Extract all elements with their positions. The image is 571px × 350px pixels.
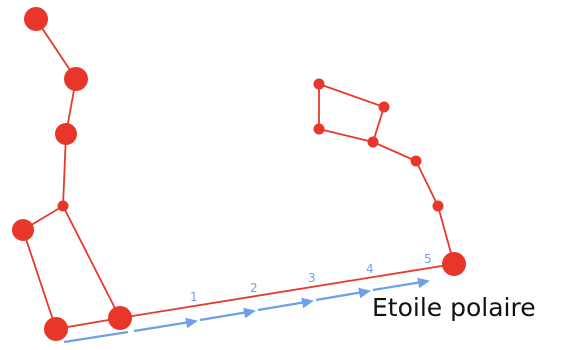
star-merak	[44, 317, 68, 341]
star-little-dipper	[313, 78, 325, 90]
arrow-segment	[63, 330, 129, 344]
star-alkaid	[24, 7, 48, 31]
star-alioth	[55, 123, 77, 145]
little-dipper-line	[318, 83, 385, 108]
star-megrez	[57, 200, 69, 212]
arrow-segment	[372, 280, 423, 292]
arrow-head	[185, 317, 198, 329]
arrow-segment	[199, 310, 249, 322]
step-label-3: 3	[308, 271, 316, 285]
arrow-head	[417, 277, 430, 289]
arrow-segment	[257, 300, 307, 312]
arrow-segment	[133, 320, 191, 333]
step-label-1: 1	[190, 290, 198, 304]
star-mizar	[64, 67, 88, 91]
step-label-4: 4	[366, 262, 374, 276]
arrow-head	[243, 307, 256, 319]
big-dipper-lines	[22, 18, 121, 330]
little-dipper-line	[318, 128, 374, 143]
arrow-segment	[315, 290, 364, 302]
star-polaris	[442, 252, 466, 276]
step-labels: 1 2 3 4 5	[190, 252, 432, 304]
star-little-dipper	[367, 136, 379, 148]
star-phecda	[12, 219, 34, 241]
star-dubhe	[108, 306, 132, 330]
little-dipper-line	[372, 141, 417, 162]
distance-arrows	[63, 277, 430, 344]
big-dipper-line	[62, 205, 121, 319]
star-little-dipper	[313, 123, 325, 135]
big-dipper-line	[62, 133, 67, 207]
little-dipper-stars	[313, 78, 466, 276]
polaris-label: Etoile polaire	[372, 293, 536, 322]
big-dipper-line	[22, 229, 57, 330]
little-dipper-lines	[318, 83, 455, 265]
big-dipper-stars	[12, 7, 132, 341]
star-little-dipper	[410, 155, 422, 167]
big-dipper-line	[35, 18, 77, 80]
arrow-head	[358, 287, 371, 299]
pointer-line	[119, 263, 455, 319]
arrow-head	[301, 297, 314, 309]
step-label-2: 2	[250, 281, 258, 295]
step-label-5: 5	[424, 252, 432, 266]
star-little-dipper	[378, 101, 390, 113]
little-dipper-line	[372, 106, 385, 143]
star-little-dipper	[432, 200, 444, 212]
little-dipper-line	[415, 160, 439, 207]
